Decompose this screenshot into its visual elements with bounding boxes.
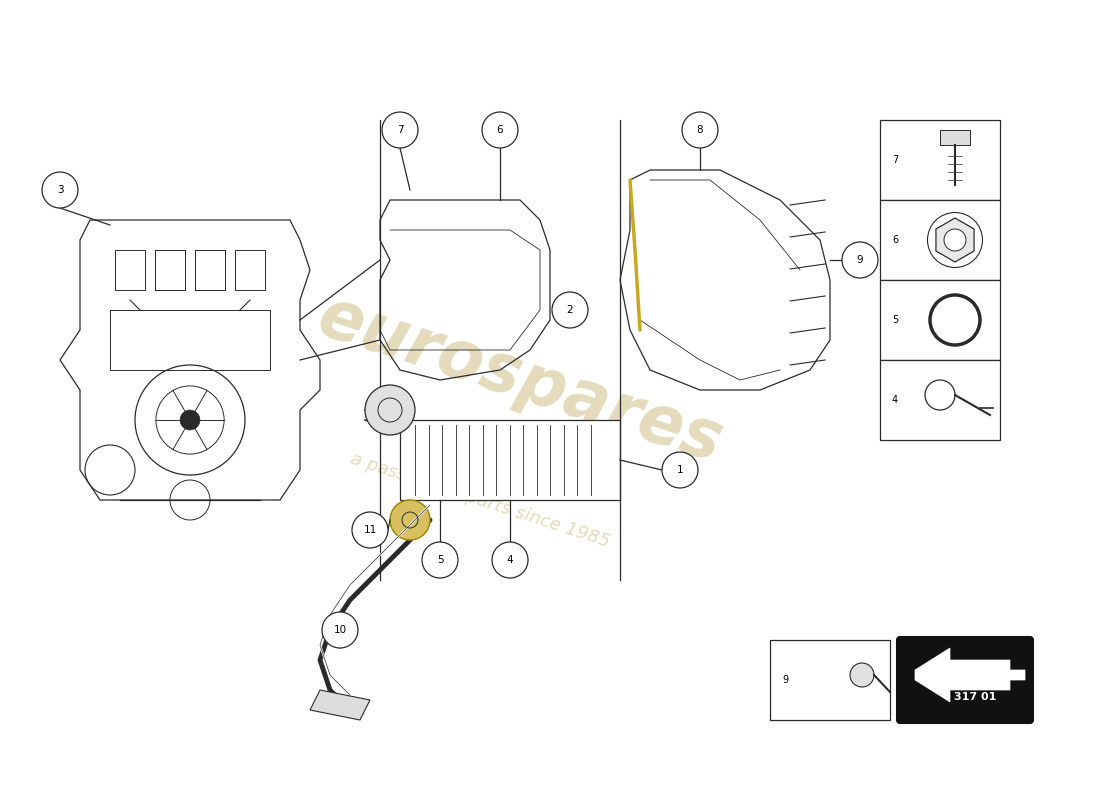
Polygon shape — [936, 218, 975, 262]
Text: 317 01: 317 01 — [954, 692, 997, 702]
Text: 11: 11 — [363, 525, 376, 535]
Text: 4: 4 — [507, 555, 514, 565]
Text: 1: 1 — [676, 465, 683, 475]
FancyBboxPatch shape — [400, 420, 620, 500]
Circle shape — [365, 385, 415, 435]
FancyBboxPatch shape — [770, 640, 890, 720]
Text: 6: 6 — [497, 125, 504, 135]
Text: eurospares: eurospares — [309, 283, 730, 477]
Circle shape — [482, 112, 518, 148]
FancyBboxPatch shape — [880, 360, 1000, 440]
Text: 4: 4 — [892, 395, 898, 405]
Circle shape — [682, 112, 718, 148]
Circle shape — [42, 172, 78, 208]
Circle shape — [662, 452, 698, 488]
Circle shape — [390, 500, 430, 540]
FancyBboxPatch shape — [880, 120, 1000, 200]
Text: 9: 9 — [782, 675, 788, 685]
FancyBboxPatch shape — [110, 310, 270, 370]
Circle shape — [180, 410, 200, 430]
Circle shape — [422, 542, 458, 578]
Text: 9: 9 — [857, 255, 864, 265]
Text: 8: 8 — [696, 125, 703, 135]
Circle shape — [842, 242, 878, 278]
Circle shape — [352, 512, 388, 548]
Text: 5: 5 — [892, 315, 899, 325]
FancyBboxPatch shape — [896, 637, 1033, 723]
Circle shape — [944, 229, 966, 251]
Circle shape — [492, 542, 528, 578]
Polygon shape — [915, 648, 1025, 702]
Circle shape — [382, 112, 418, 148]
Circle shape — [850, 663, 875, 687]
Text: 3: 3 — [57, 185, 64, 195]
Text: 10: 10 — [333, 625, 346, 635]
Text: 7: 7 — [892, 155, 899, 165]
Text: 7: 7 — [397, 125, 404, 135]
Circle shape — [322, 612, 358, 648]
FancyBboxPatch shape — [880, 200, 1000, 280]
Text: a passion for parts since 1985: a passion for parts since 1985 — [348, 450, 612, 550]
Polygon shape — [940, 130, 970, 145]
Text: 2: 2 — [566, 305, 573, 315]
FancyBboxPatch shape — [880, 280, 1000, 360]
Text: 6: 6 — [892, 235, 898, 245]
Text: 5: 5 — [437, 555, 443, 565]
Circle shape — [552, 292, 589, 328]
Polygon shape — [310, 690, 370, 720]
